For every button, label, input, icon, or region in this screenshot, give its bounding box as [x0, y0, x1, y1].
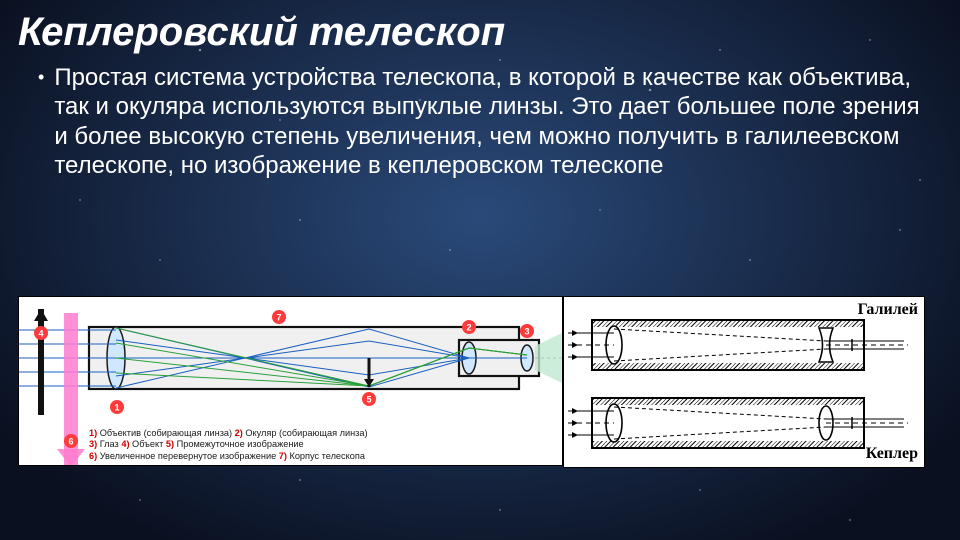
svg-text:5: 5 [366, 395, 371, 405]
svg-text:7: 7 [276, 313, 281, 323]
galileo-kepler-comparison: Галилей Кеплер [563, 296, 925, 468]
slide-title: Кеплеровский телескоп [0, 0, 960, 59]
kepler-label: Кеплер [866, 445, 918, 463]
svg-text:3: 3 [524, 327, 529, 337]
bullet-dot: • [38, 67, 44, 89]
diagram-legend: 1) Объектив (собирающая линза) 2) Окуляр… [89, 428, 549, 463]
svg-text:2: 2 [466, 323, 471, 333]
body-paragraph: Простая система устройства телескопа, в … [54, 63, 930, 180]
svg-text:4: 4 [38, 329, 43, 339]
figures-row: 1 2 3 4 5 6 7 1) Объектив (собирающая линза) 2… [18, 296, 925, 468]
kepler-optics-diagram: 1 2 3 4 5 6 7 1) Объектив (собирающая линза) 2… [18, 296, 563, 466]
galileo-label: Галилей [858, 301, 918, 319]
svg-text:1: 1 [114, 403, 119, 413]
body-text: • Простая система устройства телескопа, … [0, 59, 960, 180]
svg-text:6: 6 [68, 437, 73, 447]
